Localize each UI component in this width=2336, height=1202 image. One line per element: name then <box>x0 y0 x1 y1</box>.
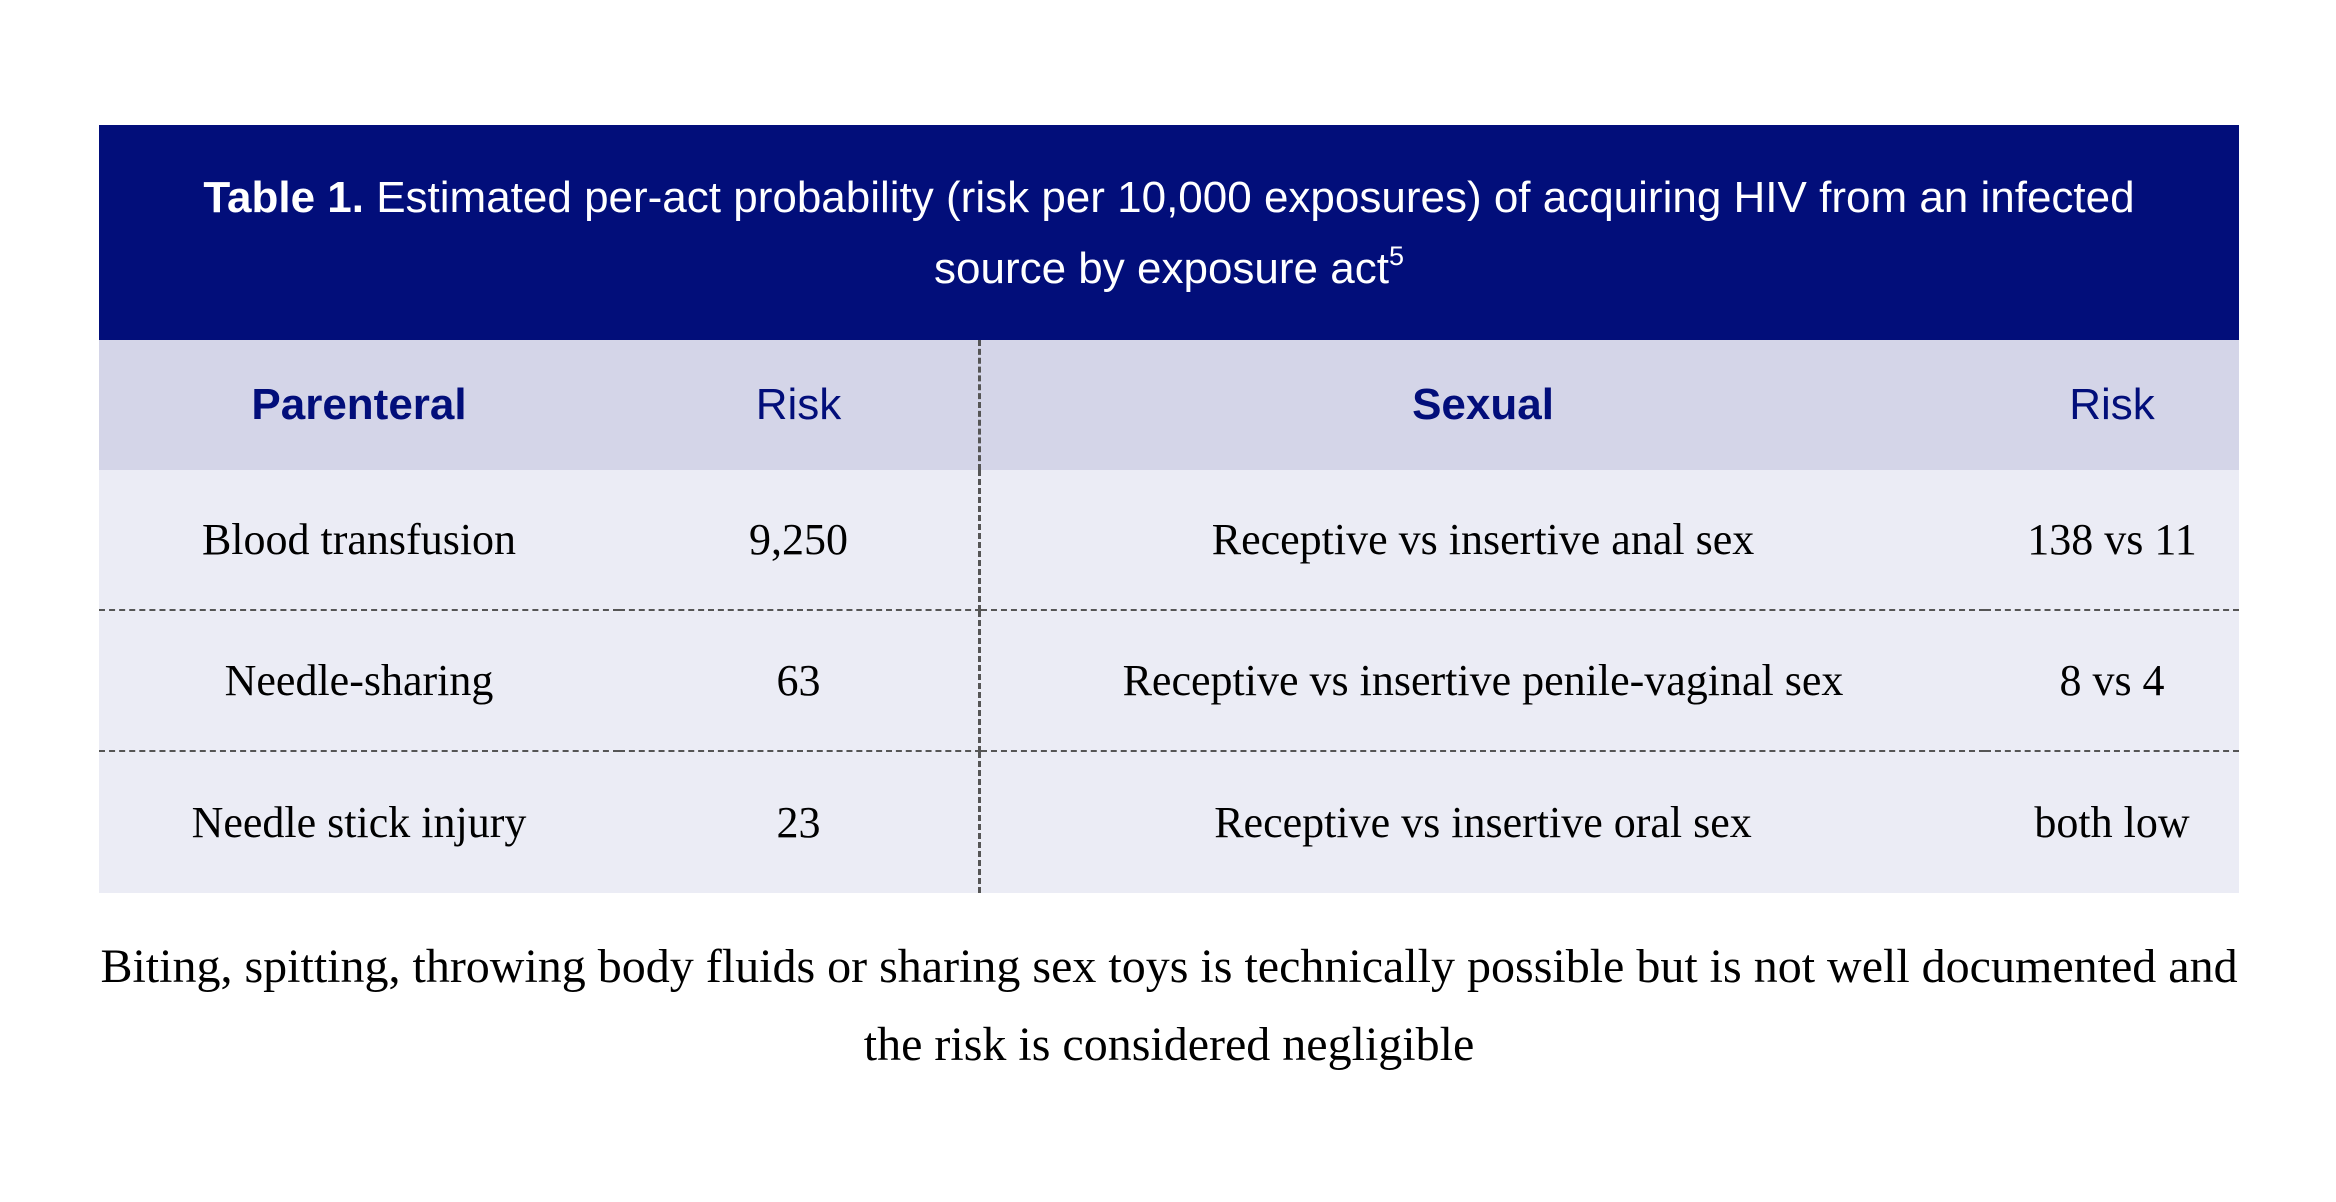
parenteral-exposure-cell: Needle stick injury <box>99 752 619 893</box>
header-parenteral: Parenteral <box>99 340 619 470</box>
table-caption-label: Table 1. <box>203 172 364 222</box>
sexual-exposure-cell: Receptive vs insertive penile-vaginal se… <box>981 611 1985 752</box>
parenteral-exposure-cell: Blood transfusion <box>99 470 619 611</box>
header-sexual-risk: Risk <box>1985 340 2239 470</box>
parenteral-risk-cell: 23 <box>619 752 981 893</box>
header-sexual: Sexual <box>981 340 1985 470</box>
sexual-risk-cell: both low <box>1985 752 2239 893</box>
sexual-risk-cell: 138 vs 11 <box>1985 470 2239 611</box>
header-parenteral-risk: Risk <box>619 340 981 470</box>
table-row: Blood transfusion 9,250 Receptive vs ins… <box>99 470 2239 611</box>
parenteral-exposure-cell: Needle-sharing <box>99 611 619 752</box>
table-footnote: Biting, spitting, throwing body fluids o… <box>100 940 2238 1071</box>
table-header-row: Parenteral Risk Sexual Risk <box>99 340 2239 470</box>
table-row: Needle stick injury 23 Receptive vs inse… <box>99 752 2239 893</box>
table-caption-reference: 5 <box>1388 240 1404 271</box>
sexual-exposure-cell: Receptive vs insertive anal sex <box>981 470 1985 611</box>
table-caption: Table 1. Estimated per-act probability (… <box>99 125 2239 340</box>
parenteral-risk-cell: 9,250 <box>619 470 981 611</box>
sexual-exposure-cell: Receptive vs insertive oral sex <box>981 752 1985 893</box>
risk-table: Table 1. Estimated per-act probability (… <box>99 125 2239 893</box>
sexual-risk-cell: 8 vs 4 <box>1985 611 2239 752</box>
table-caption-body: Estimated per-act probability (risk per … <box>376 172 2135 293</box>
parenteral-risk-cell: 63 <box>619 611 981 752</box>
table-caption-text: Table 1. Estimated per-act probability (… <box>179 162 2159 304</box>
table-row: Needle-sharing 63 Receptive vs insertive… <box>99 611 2239 752</box>
